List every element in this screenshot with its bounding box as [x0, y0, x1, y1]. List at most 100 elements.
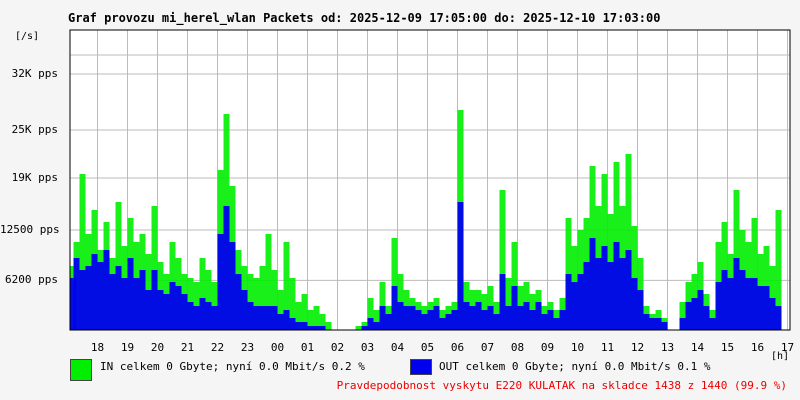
- bar-out: [457, 202, 464, 330]
- bar-out: [661, 322, 668, 330]
- x-tick-label: 02: [330, 341, 345, 354]
- footer-note: Pravdepodobnost vyskytu E220 KULATAK na …: [336, 379, 787, 392]
- bar-out: [415, 310, 422, 330]
- chart-title: Graf provozu mi_herel_wlan Packets od: 2…: [68, 11, 661, 25]
- bar-in: [253, 278, 260, 330]
- bar-out: [439, 318, 446, 330]
- y-tick-label: 6200 pps: [5, 273, 58, 287]
- x-tick-label: 10: [570, 341, 585, 354]
- bar-out: [769, 298, 776, 330]
- bar-out: [481, 310, 488, 330]
- bar-out: [511, 286, 518, 330]
- bar-out: [583, 262, 590, 330]
- bar-out: [547, 310, 554, 330]
- bar-out: [175, 286, 182, 330]
- bar-out: [445, 314, 452, 330]
- bar-out: [307, 326, 314, 330]
- bar-out: [565, 274, 572, 330]
- bar-out: [601, 246, 608, 330]
- x-tick-label: 23: [240, 341, 255, 354]
- legend-out-text: OUT celkem 0 Gbyte; nyní 0.0 Mbit/s 0.1 …: [439, 360, 711, 373]
- bar-out: [577, 274, 584, 330]
- bar-out: [319, 326, 326, 330]
- bar-in: [373, 310, 380, 330]
- series-out: [70, 202, 782, 330]
- x-tick-label: 16: [750, 341, 765, 354]
- bar-out: [679, 318, 686, 330]
- bar-out: [151, 270, 158, 330]
- bar-out: [187, 302, 194, 330]
- x-tick-label: 03: [360, 341, 375, 354]
- bar-out: [541, 314, 548, 330]
- bar-out: [169, 282, 176, 330]
- legend-in-swatch: [70, 359, 92, 381]
- bar-out: [685, 302, 692, 330]
- bar-out: [613, 242, 620, 330]
- legend-in-text: IN celkem 0 Gbyte; nyní 0.0 Mbit/s 0.2 %: [100, 360, 365, 373]
- bar-out: [655, 318, 662, 330]
- bar-out: [79, 270, 86, 330]
- bar-out: [727, 278, 734, 330]
- x-tick-label: 22: [210, 341, 225, 354]
- bar-out: [139, 270, 146, 330]
- bar-in: [271, 270, 278, 330]
- bar-out: [373, 322, 380, 330]
- bar-out: [391, 286, 398, 330]
- bar-out: [301, 322, 308, 330]
- bar-out: [217, 234, 224, 330]
- bar-in: [325, 322, 332, 330]
- x-tick-label: 17: [780, 341, 795, 354]
- bar-out: [763, 286, 770, 330]
- bar-out: [745, 278, 752, 330]
- x-tick-label: 21: [180, 341, 195, 354]
- bar-out: [697, 290, 704, 330]
- bar-out: [595, 258, 602, 330]
- y-tick-label: 12500 pps: [0, 223, 60, 236]
- bar-in: [307, 310, 314, 330]
- bar-in: [367, 298, 374, 330]
- x-tick-label: 13: [660, 341, 675, 354]
- bar-in: [199, 258, 206, 330]
- series-group: [70, 110, 782, 330]
- bar-out: [103, 250, 110, 330]
- bar-in: [775, 210, 782, 330]
- bar-out: [271, 306, 278, 330]
- bar-out: [409, 306, 416, 330]
- bar-in: [79, 174, 86, 330]
- bar-out: [751, 278, 758, 330]
- bar-out: [97, 262, 104, 330]
- bar-in: [751, 218, 758, 330]
- bar-in: [151, 206, 158, 330]
- bar-out: [721, 270, 728, 330]
- x-tick-label: 01: [300, 341, 315, 354]
- bar-out: [295, 322, 302, 330]
- x-tick-label: 09: [540, 341, 555, 354]
- bar-out: [631, 278, 638, 330]
- legend-out-swatch: [410, 359, 432, 375]
- bar-out: [205, 302, 212, 330]
- x-tick-label: 15: [720, 341, 735, 354]
- y-tick-label: 32K pps: [11, 67, 58, 80]
- bar-out: [259, 306, 266, 330]
- bar-out: [181, 294, 188, 330]
- bar-out: [775, 306, 782, 330]
- bar-in: [265, 234, 272, 330]
- bar-out: [739, 270, 746, 330]
- bar-out: [145, 290, 152, 330]
- bar-out: [451, 310, 458, 330]
- bar-out: [229, 242, 236, 330]
- bar-in: [301, 294, 308, 330]
- bar-out: [733, 258, 740, 330]
- bar-out: [91, 254, 98, 330]
- bar-out: [235, 274, 242, 330]
- bar-out: [121, 278, 128, 330]
- bar-in: [205, 270, 212, 330]
- bar-out: [529, 310, 536, 330]
- bar-in: [355, 326, 362, 330]
- x-tick-label: 18: [90, 341, 105, 354]
- bar-out: [283, 310, 290, 330]
- bar-out: [157, 290, 164, 330]
- y-unit-label: [/s]: [15, 31, 40, 42]
- bar-in: [505, 278, 512, 330]
- bar-out: [499, 274, 506, 330]
